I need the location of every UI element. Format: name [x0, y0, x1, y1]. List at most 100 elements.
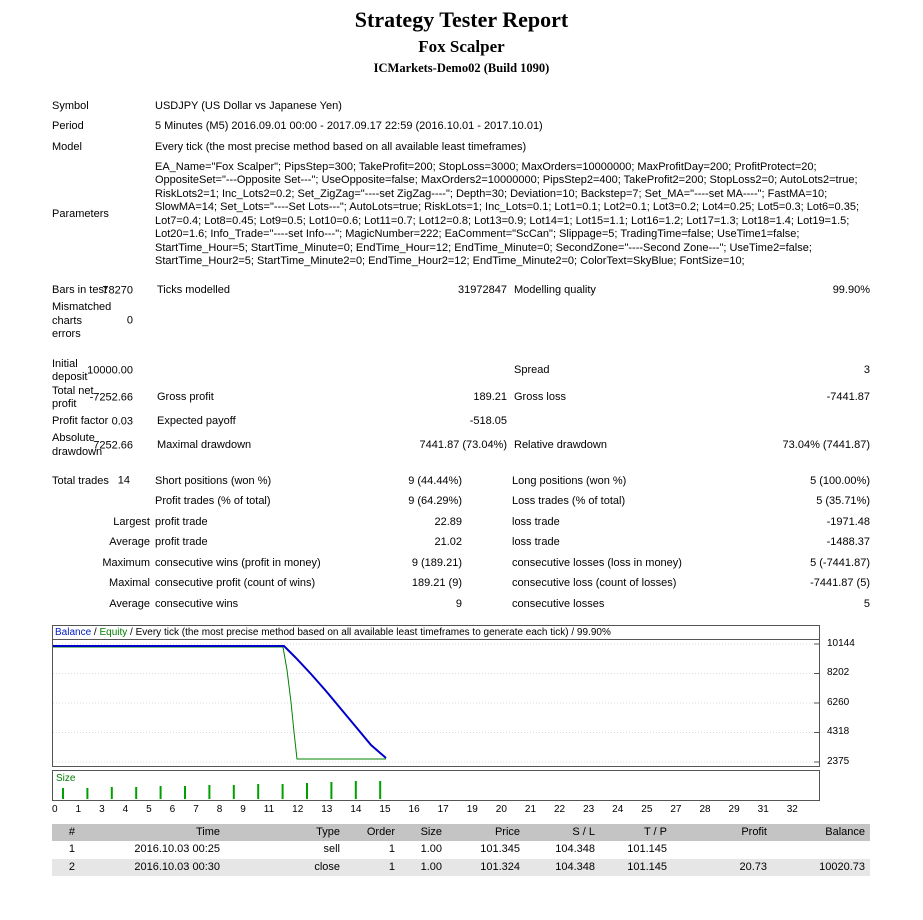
initial-deposit-value: 10000.00 — [87, 364, 133, 377]
spacer — [52, 342, 870, 358]
max-consecutive-wins-label: consecutive wins (profit in money) — [155, 556, 321, 569]
x-tick: 11 — [263, 803, 275, 815]
report-info: Symbol USDJPY (US Dollar vs Japanese Yen… — [52, 96, 870, 272]
average-loss-trade-value: -1488.37 — [826, 536, 870, 548]
parameters-row: Parameters EA_Name="Fox Scalper"; PipsSt… — [52, 158, 870, 272]
y-axis-ticks — [814, 643, 819, 762]
row-average-consecutive: Average consecutive wins 9 consecutive l… — [52, 594, 870, 615]
trade-balance: 10020.73 — [772, 858, 870, 876]
x-tick: 13 — [321, 803, 333, 815]
gross-profit-value: 189.21 — [473, 391, 507, 404]
server-build: ICMarkets-Demo02 (Build 1090) — [373, 61, 550, 75]
absolute-drawdown-value: 7252.66 — [93, 438, 133, 451]
average-consecutive-wins-value: 9 — [455, 597, 462, 610]
x-tick: 12 — [292, 803, 304, 815]
row-largest: Largest profit trade 22.89 loss trade -1… — [52, 512, 870, 533]
model-row: Model Every tick (the most precise metho… — [52, 137, 870, 158]
x-tick: 3 — [99, 803, 105, 815]
largest-label: Largest — [113, 515, 150, 528]
x-tick: 31 — [757, 803, 769, 815]
row-total-trades: Total trades 14 Short positions (won %) … — [52, 471, 870, 492]
profit-trades-value: 9 (64.29%) — [408, 495, 462, 507]
x-tick: 1 — [75, 803, 82, 815]
x-tick: 16 — [408, 803, 420, 815]
trade-profit — [672, 841, 772, 859]
x-tick: 0 — [52, 803, 58, 815]
spacer — [52, 272, 870, 281]
x-tick: 24 — [612, 803, 624, 815]
balance-line — [53, 644, 387, 759]
col-header-price: Price — [447, 823, 525, 841]
modelling-quality-label: Modelling quality — [514, 284, 596, 296]
trade-time: 2016.10.03 00:25 — [134, 843, 220, 855]
row-maximum-consecutive: Maximum consecutive wins (profit in mone… — [52, 553, 870, 574]
col-header-balance: Balance — [772, 823, 870, 841]
x-tick: 15 — [379, 803, 391, 815]
size-bars-svg — [62, 780, 382, 799]
trade-type: close — [225, 858, 345, 876]
col-header-num: # — [52, 823, 80, 841]
maximal-consecutive-loss-value: -7441.87 (5) — [810, 577, 870, 589]
row-drawdown: Absolute drawdown 7252.66 Maximal drawdo… — [52, 432, 870, 459]
largest-profit-trade-label: profit trade — [155, 515, 208, 528]
largest-loss-trade-label: loss trade — [512, 515, 560, 528]
x-tick: 9 — [240, 803, 246, 815]
x-tick: 17 — [437, 803, 449, 815]
mismatched-errors-label: Mismatched charts errors — [52, 301, 112, 340]
ticks-modelled-label: Ticks modelled — [157, 284, 230, 296]
trade-sl: 104.348 — [525, 858, 600, 876]
profit-factor-value: 0.03 — [111, 415, 133, 427]
spread-label: Spread — [514, 364, 550, 377]
long-positions-label: Long positions (won %) — [512, 474, 627, 487]
average-consecutive-wins-label: consecutive wins — [155, 597, 239, 610]
row-profit-factor: Profit factor 0.03 Expected payoff -518.… — [52, 412, 870, 433]
average-loss-trade-label: loss trade — [512, 536, 560, 548]
max-consecutive-losses-label: consecutive losses (loss in money) — [512, 556, 682, 569]
col-header-order: Order — [345, 823, 400, 841]
x-tick: 25 — [641, 803, 653, 815]
symbol-row: Symbol USDJPY (US Dollar vs Japanese Yen… — [52, 96, 870, 117]
row-average-trade: Average profit trade 21.02 loss trade -1… — [52, 533, 870, 554]
model-value: Every tick (the most precise method base… — [155, 140, 527, 153]
trades-header-row: # Time Type Order Size Price S / L T / P… — [52, 823, 870, 841]
trade-num: 2 — [52, 858, 80, 876]
col-header-profit: Profit — [672, 823, 772, 841]
total-trades-value: 14 — [117, 474, 130, 487]
symbol-value: USDJPY (US Dollar vs Japanese Yen) — [155, 99, 342, 112]
legend-equity: Equity — [99, 626, 128, 638]
trade-price: 101.324 — [447, 858, 525, 876]
trade-tp: 101.145 — [627, 843, 667, 855]
legend-description: / Every tick (the most precise method ba… — [127, 626, 611, 638]
row-net-profit: Total net profit -7252.66 Gross profit 1… — [52, 385, 870, 412]
maximal-drawdown-value: 7441.87 (73.04%) — [419, 438, 507, 451]
relative-drawdown-label: Relative drawdown — [514, 438, 607, 451]
long-positions-value: 5 (100.00%) — [810, 474, 870, 487]
x-tick: 4 — [122, 803, 129, 815]
y-axis-label: 6260 — [827, 696, 850, 708]
report-stats: Bars in test 78270 Ticks modelled 319728… — [52, 272, 870, 615]
maximal-consecutive-profit-value: 189.21 (9) — [411, 577, 462, 589]
modelling-quality-value: 99.90% — [832, 284, 870, 296]
net-profit-label: Total net profit — [52, 384, 94, 411]
mismatched-errors-value: 0 — [126, 314, 133, 327]
trade-time: 2016.10.03 00:30 — [80, 858, 225, 876]
total-trades-label: Total trades — [52, 474, 109, 487]
x-tick: 23 — [583, 803, 595, 815]
average2-label: Average — [109, 597, 150, 610]
gross-profit-label: Gross profit — [157, 391, 214, 404]
row-initial-deposit: Initial deposit 10000.00 Spread 3 — [52, 358, 870, 385]
average-consecutive-losses-value: 5 — [863, 597, 870, 610]
gross-loss-value: -7441.87 — [826, 391, 870, 404]
ticks-modelled-value: 31972847 — [458, 284, 507, 296]
trade-num: 1 — [68, 843, 75, 855]
maximal-consecutive-profit-label: consecutive profit (count of wins) — [155, 577, 316, 589]
parameters-label: Parameters — [52, 207, 109, 220]
profit-factor-label: Profit factor — [52, 415, 109, 427]
relative-drawdown-value: 73.04% (7441.87) — [782, 438, 870, 451]
x-tick: 20 — [495, 803, 507, 815]
lot-size-bars — [62, 780, 382, 799]
largest-loss-trade-value: -1971.48 — [826, 515, 870, 528]
bars-in-test-label: Bars in test — [52, 284, 108, 296]
initial-deposit-label: Initial deposit — [52, 357, 88, 384]
y-axis-label: 10144 — [827, 637, 855, 649]
